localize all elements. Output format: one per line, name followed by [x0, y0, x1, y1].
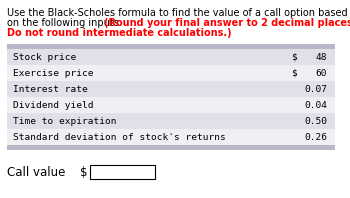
Text: 60: 60 — [315, 69, 327, 77]
Bar — [7, 81, 335, 97]
Bar — [7, 44, 335, 49]
Text: 48: 48 — [315, 52, 327, 62]
Text: 0.26: 0.26 — [304, 132, 327, 142]
Bar — [90, 165, 155, 179]
Text: Use the Black-Scholes formula to find the value of a call option based: Use the Black-Scholes formula to find th… — [7, 8, 348, 18]
Text: Dividend yield: Dividend yield — [13, 101, 93, 109]
Text: Standard deviation of stock's returns: Standard deviation of stock's returns — [13, 132, 226, 142]
Bar — [7, 49, 335, 65]
Text: $: $ — [80, 166, 88, 179]
Bar — [7, 129, 335, 145]
Text: Interest rate: Interest rate — [13, 85, 88, 93]
Bar — [7, 65, 335, 81]
Text: $: $ — [291, 69, 297, 77]
Text: $: $ — [291, 52, 297, 62]
Bar — [7, 97, 335, 113]
Bar — [7, 113, 335, 129]
Text: on the following inputs.: on the following inputs. — [7, 18, 125, 28]
Text: 0.04: 0.04 — [304, 101, 327, 109]
Text: Do not round intermediate calculations.): Do not round intermediate calculations.) — [7, 28, 232, 38]
Text: 0.07: 0.07 — [304, 85, 327, 93]
Bar — [7, 145, 335, 150]
Text: Time to expiration: Time to expiration — [13, 116, 117, 126]
Text: Call value: Call value — [7, 166, 65, 179]
Text: Exercise price: Exercise price — [13, 69, 93, 77]
Text: Stock price: Stock price — [13, 52, 76, 62]
Text: 0.50: 0.50 — [304, 116, 327, 126]
Text: (Round your final answer to 2 decimal places.: (Round your final answer to 2 decimal pl… — [104, 18, 350, 28]
